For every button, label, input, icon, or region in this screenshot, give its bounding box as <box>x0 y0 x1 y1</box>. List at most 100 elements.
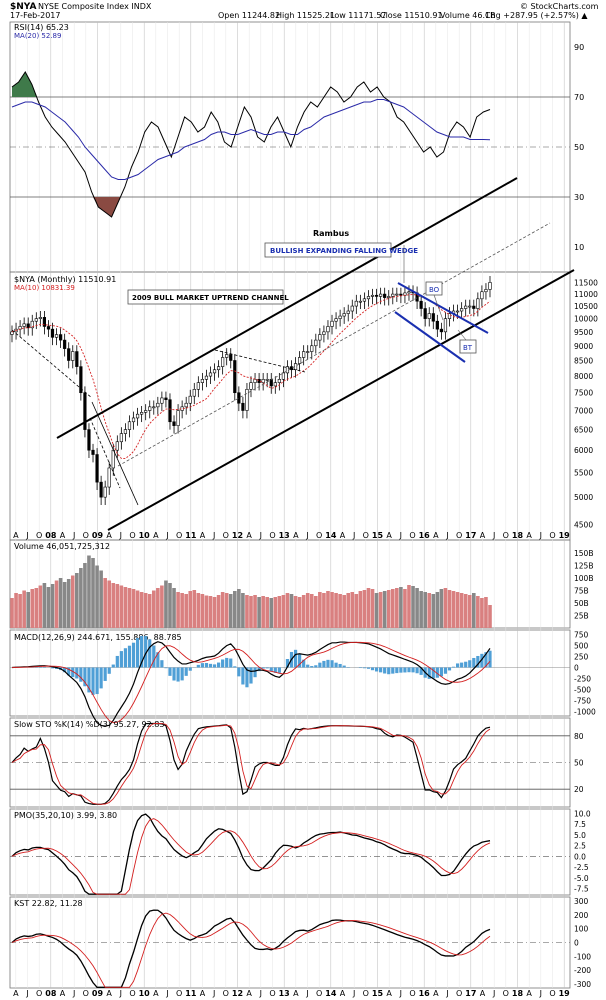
x-tick-label: O <box>363 531 369 540</box>
macd-hist-bar <box>107 667 111 674</box>
volume-bar <box>269 598 274 628</box>
price-bar-body <box>241 402 245 411</box>
macd-tick-label: 0 <box>574 663 579 672</box>
volume-bar <box>370 589 375 628</box>
x-tick-label: J <box>72 531 75 540</box>
macd-hist-bar <box>83 667 87 687</box>
x-tick-label: A <box>246 989 252 998</box>
x-tick-label: J <box>492 989 495 998</box>
price-bar-body <box>472 305 476 309</box>
volume-bar <box>253 595 257 628</box>
x-tick-label: 19 <box>559 989 571 998</box>
volume-bar <box>318 592 322 628</box>
x-tick-label: 17 <box>465 989 476 998</box>
volume-bar <box>322 593 326 628</box>
macd-hist-bar <box>38 666 42 668</box>
volume-panel: Volume 46,051,725,312 25B 50B 75B 100B 125B 1… <box>10 542 593 628</box>
kst-tick-label: -300 <box>574 980 591 989</box>
low-value: Low 11171.57 <box>330 11 386 20</box>
volume-bar <box>192 590 197 628</box>
macd-lines <box>11 641 491 727</box>
rsi-panel: RSI(14) 65.23 MA(20) 52.89 10 30 50 70 90 <box>10 23 584 252</box>
kst-label: KST 22.82, 11.28 <box>14 899 83 908</box>
x-tick-label: J <box>259 989 262 998</box>
x-tick-label: J <box>119 531 122 540</box>
price-bar-body <box>184 402 188 408</box>
channel-midline <box>117 222 551 467</box>
macd-hist-bar <box>468 660 472 668</box>
x-tick-label: J <box>212 531 215 540</box>
x-tick-label: A <box>106 989 112 998</box>
macd-hist-bar <box>212 664 217 668</box>
x-tick-label: 12 <box>232 989 243 998</box>
price-bar-body <box>253 379 257 383</box>
price-bar-body <box>111 449 115 469</box>
macd-hist-bar <box>472 657 476 668</box>
volume-bar <box>350 592 355 628</box>
volume-bar <box>249 596 253 628</box>
copyright: © StockCharts.com <box>520 2 599 11</box>
macd-hist-bar <box>455 663 460 668</box>
price-bar-body <box>144 410 148 413</box>
volume-bar <box>204 595 209 628</box>
volume-bar <box>488 605 492 628</box>
price-bar-body <box>152 406 156 409</box>
sto-label: Slow STO %K(14) %D(3) 95.27, 92.83 <box>14 720 164 729</box>
macd-hist-bar <box>168 667 172 676</box>
channel-title: 2009 BULL MARKET UPTREND CHANNEL <box>132 294 289 302</box>
price-bar-body <box>54 334 59 338</box>
price-bar-body <box>281 372 286 380</box>
wedge-title: BULLISH EXPANDING FALLING WEDGE <box>270 247 418 255</box>
macd-hist-bar <box>415 667 419 674</box>
price-bar-body <box>99 481 103 498</box>
price-bar-body <box>366 296 371 300</box>
volume-bar <box>83 563 87 628</box>
volume-bar <box>338 594 342 628</box>
macd-hist-bar <box>407 667 411 673</box>
x-tick-label: J <box>165 989 168 998</box>
x-tick-label: A <box>153 531 159 540</box>
volume-bar <box>212 597 217 628</box>
macd-hist-bar <box>152 645 156 668</box>
change-value: Chg +287.95 (+2.57%) ▲ <box>485 11 588 20</box>
volume-bar <box>208 596 213 628</box>
x-tick-label: O <box>363 989 369 998</box>
price-bar-body <box>221 357 225 367</box>
volume-bar <box>447 590 452 628</box>
volume-bar <box>435 592 440 628</box>
volume-bar <box>127 588 132 628</box>
x-tick-label: A <box>293 989 299 998</box>
sto-lines <box>11 722 491 805</box>
sto-panel: Slow STO %K(14) %D(3) 95.27, 92.83 20 50 8… <box>10 720 584 805</box>
bo-pointer <box>433 294 444 321</box>
price-bar-body <box>358 300 362 303</box>
x-tick-label: A <box>13 531 19 540</box>
price-bar-body <box>326 326 330 333</box>
volume-bar <box>160 585 164 628</box>
macd-tick-label: -250 <box>574 675 591 684</box>
price-bar-body <box>46 326 51 330</box>
price-bar-body <box>164 397 168 400</box>
macd-hist-bar <box>103 667 107 681</box>
macd-hist-bar <box>366 667 371 669</box>
price-bar-body <box>342 313 346 317</box>
macd-hist-bar <box>144 636 148 668</box>
x-tick-label: O <box>83 531 89 540</box>
x-tick-label: J <box>165 531 168 540</box>
macd-hist-bar <box>131 642 136 668</box>
trend-channel <box>11 177 575 531</box>
x-tick-label: J <box>352 531 355 540</box>
volume-bar <box>277 596 282 628</box>
volume-bar <box>427 593 432 628</box>
x-tick-label: A <box>13 989 19 998</box>
volume-bar <box>378 592 383 628</box>
macd-hist-bar <box>451 666 456 668</box>
x-tick-label: O <box>36 989 42 998</box>
price-bar-body <box>212 369 217 374</box>
macd-hist-bar <box>387 667 391 675</box>
macd-hist-bar <box>160 660 164 668</box>
x-tick-label: 19 <box>559 531 571 540</box>
volume-bar <box>70 575 75 628</box>
x-tick-label: O <box>83 989 89 998</box>
wedge-upper-line <box>397 282 489 334</box>
